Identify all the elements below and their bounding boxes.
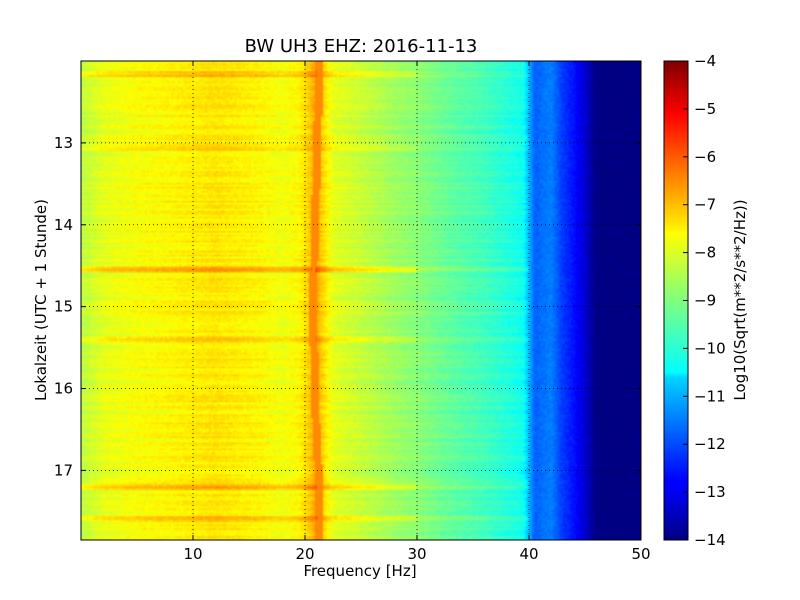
colorbar-tick-label: −13	[694, 483, 726, 501]
colorbar-label: Log10(Sqrt(m**2/s**2/Hz))	[731, 199, 749, 400]
colorbar-tick-label: −4	[694, 52, 716, 70]
colorbar-tick-label: −8	[694, 244, 716, 262]
y-tick-label: 16	[54, 380, 73, 398]
x-tick-label: 10	[183, 545, 202, 563]
colorbar-tick-label: −9	[694, 292, 716, 310]
y-axis-label: Lokalzeit (UTC + 1 Stunde)	[32, 199, 50, 401]
y-tick-label: 14	[54, 216, 73, 234]
colorbar-ticks: −4 −5 −6 −7 −8 −9 −10 −11 −12 −13 −14	[683, 52, 726, 549]
colorbar-tick-label: −7	[694, 196, 716, 214]
colorbar-tick-label: −14	[694, 531, 726, 549]
grid-lines	[81, 61, 642, 540]
y-tick-label: 17	[54, 461, 73, 479]
x-axis-label: Frequency [Hz]	[303, 562, 416, 580]
x-tick-label: 20	[295, 545, 314, 563]
colorbar-tick-label: −10	[694, 339, 726, 357]
colorbar-tick-label: −12	[694, 435, 726, 453]
colorbar-tick-label: −5	[694, 100, 716, 118]
y-axis: 13 14 15 16 17	[54, 134, 641, 479]
chart-title: BW UH3 EHZ: 2016-11-13	[245, 36, 478, 57]
y-tick-label: 15	[54, 298, 73, 316]
x-tick-label: 30	[407, 545, 426, 563]
spectrogram-plot-area	[80, 60, 642, 541]
spectrogram-heatmap	[81, 61, 641, 540]
colorbar-tick-label: −11	[694, 387, 726, 405]
colorbar-tick-label: −6	[694, 148, 716, 166]
plot-frame	[80, 60, 642, 541]
colorbar: −4 −5 −6 −7 −8 −9 −10 −11 −12 −13 −14 Log10(Sqrt(m…	[663, 52, 749, 549]
x-axis: 10 20 30 40 50	[183, 61, 651, 563]
x-tick-label: 40	[519, 545, 538, 563]
x-tick-label: 50	[631, 545, 650, 563]
y-tick-label: 13	[54, 134, 73, 152]
